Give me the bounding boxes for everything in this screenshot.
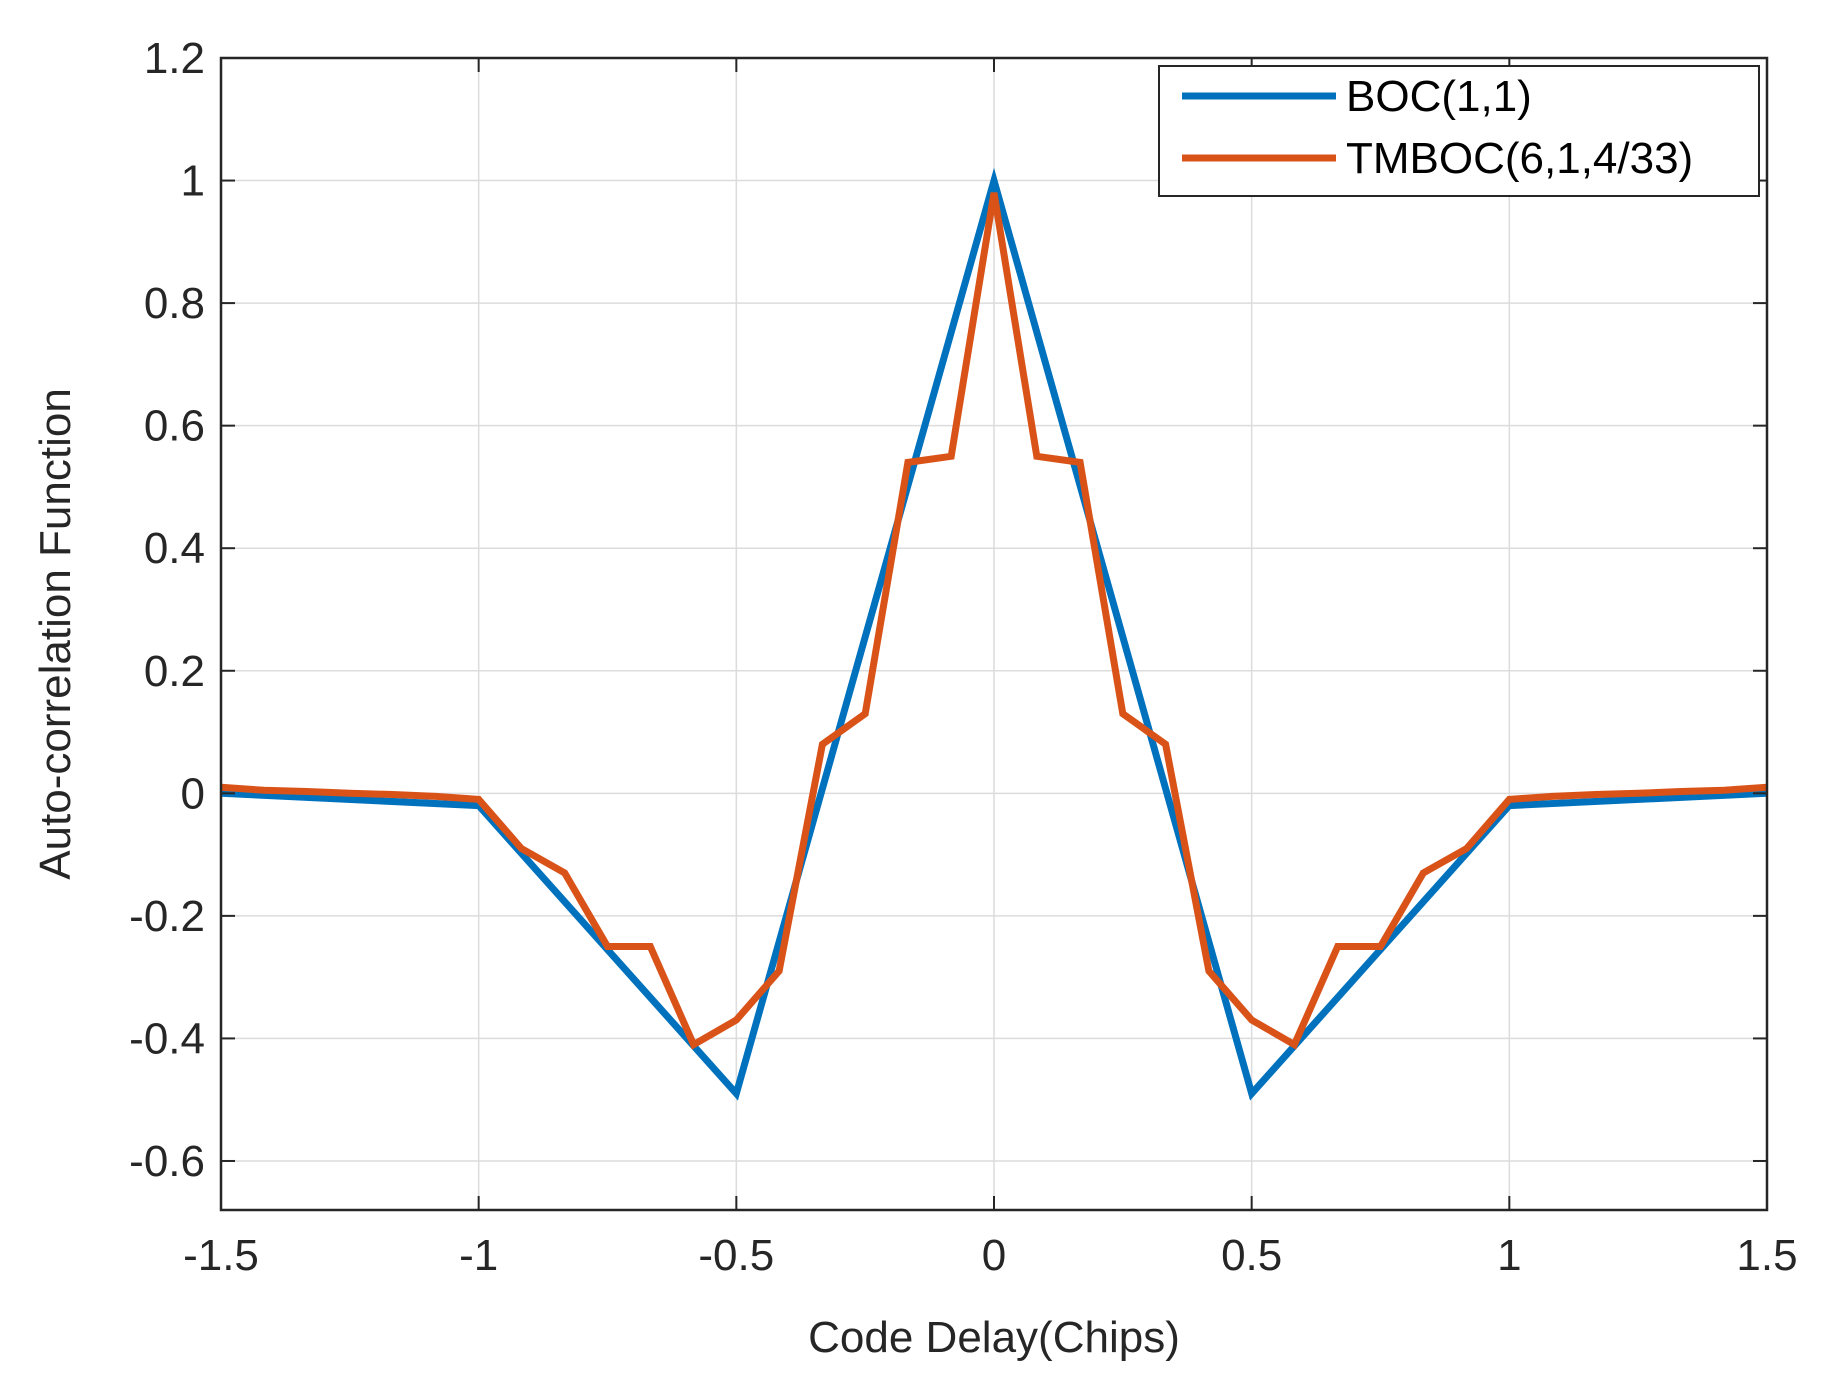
- y-tick-label: -0.2: [129, 892, 205, 941]
- x-axis-label: Code Delay(Chips): [808, 1313, 1180, 1362]
- x-tick-label: 0: [982, 1231, 1006, 1280]
- legend-label-tmboc: TMBOC(6,1,4/33): [1346, 134, 1693, 183]
- series-line-tmboc: [220, 192, 1768, 1050]
- tick-labels: -1.5 -1 -0.5 0 0.5 1 1.5 -0.6 -0.4 -0.2 0 0.2 0.4 0.6…: [129, 34, 1797, 1280]
- x-tick-label: 1.5: [1736, 1231, 1797, 1280]
- x-tick-label: -1.5: [183, 1231, 259, 1280]
- legend-label-boc: BOC(1,1): [1346, 72, 1532, 121]
- x-tick-label: 1: [1497, 1231, 1521, 1280]
- x-tick-label: -0.5: [698, 1231, 774, 1280]
- legend-box: [1158, 65, 1760, 197]
- y-axis-label: Auto-correlation Function: [31, 388, 80, 880]
- y-tick-label: 0.4: [144, 524, 205, 573]
- series-layer: [220, 167, 1768, 1101]
- x-tick-label: -1: [459, 1231, 498, 1280]
- series-line-boc: [220, 167, 1768, 1101]
- y-tick-label: 0.2: [144, 647, 205, 696]
- y-tick-label: -0.4: [129, 1014, 205, 1063]
- y-tick-label: 1.2: [144, 34, 205, 83]
- y-tick-label: 0.6: [144, 402, 205, 451]
- y-tick-label: 0: [181, 769, 205, 818]
- legend: BOC(1,1) TMBOC(6,1,4/33): [1158, 65, 1760, 197]
- y-tick-label: 1: [181, 157, 205, 206]
- y-tick-label: 0.8: [144, 279, 205, 328]
- x-tick-label: 0.5: [1221, 1231, 1282, 1280]
- y-tick-label: -0.6: [129, 1137, 205, 1186]
